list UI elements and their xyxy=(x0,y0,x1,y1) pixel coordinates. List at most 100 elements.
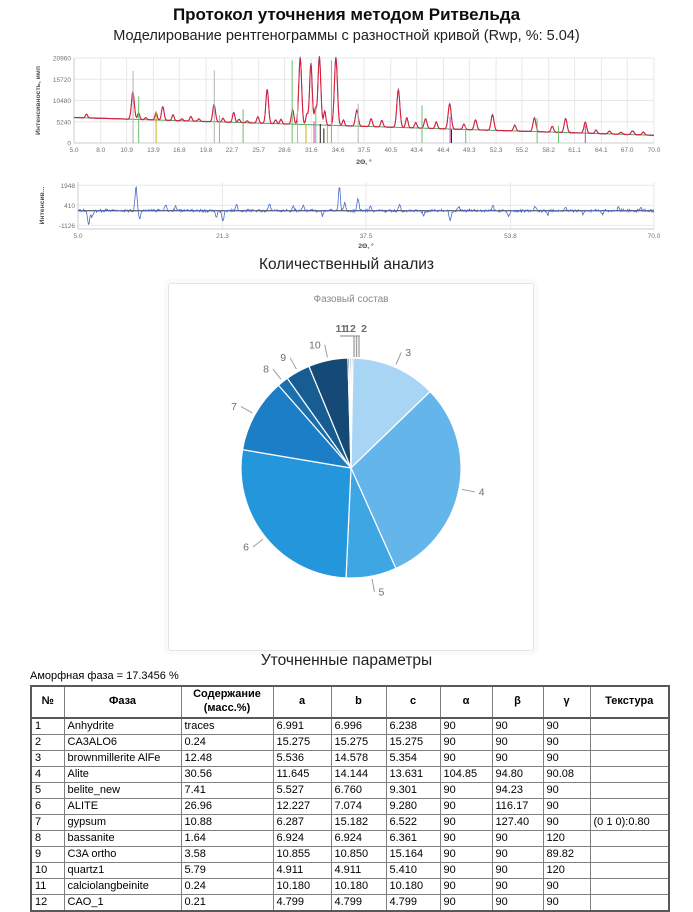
table-cell: 30.56 xyxy=(181,766,273,782)
table-cell: 15.182 xyxy=(331,814,386,830)
table-cell: 90 xyxy=(440,798,492,814)
table-cell: brownmillerite AlFe xyxy=(64,750,181,766)
x-tick: 13.9 xyxy=(147,147,160,154)
table-cell: 89.82 xyxy=(543,846,590,862)
table-cell: 15.275 xyxy=(386,734,440,750)
x-tick: 10.9 xyxy=(120,147,133,154)
table-cell: 90.08 xyxy=(543,766,590,782)
table-cell: calciolangbeinite xyxy=(64,878,181,894)
table-cell: 120 xyxy=(543,830,590,846)
pie-label-4: 4 xyxy=(479,486,485,498)
column-header-3: a xyxy=(273,686,331,718)
x-tick: 70.0 xyxy=(648,147,661,154)
x-tick: 8.0 xyxy=(96,147,105,154)
table-cell: 90 xyxy=(492,862,543,878)
table-cell: 90 xyxy=(492,734,543,750)
table-cell: 10.850 xyxy=(331,846,386,862)
table-cell: CAO_1 xyxy=(64,894,181,911)
x-tick: 37.5 xyxy=(360,233,373,240)
table-cell: 14.578 xyxy=(331,750,386,766)
table-cell: 12.48 xyxy=(181,750,273,766)
table-cell: 5.410 xyxy=(386,862,440,878)
table-cell: 120 xyxy=(543,862,590,878)
y-tick: 20960 xyxy=(53,56,71,63)
x-tick: 58.2 xyxy=(542,147,555,154)
x-tick: 64.1 xyxy=(595,147,608,154)
table-cell: 90 xyxy=(440,782,492,798)
table-cell: 0.21 xyxy=(181,894,273,911)
table-cell: 90 xyxy=(440,894,492,911)
x-tick: 31.6 xyxy=(305,147,318,154)
table-cell: ALITE xyxy=(64,798,181,814)
table-cell: 9.301 xyxy=(386,782,440,798)
y-tick: 10480 xyxy=(53,98,71,105)
table-cell: 90 xyxy=(440,862,492,878)
table-cell: 90 xyxy=(492,894,543,911)
column-header-0: № xyxy=(31,686,64,718)
x-tick: 16.8 xyxy=(173,147,186,154)
column-header-4: b xyxy=(331,686,386,718)
table-cell: 4 xyxy=(31,766,64,782)
table-cell: 3.58 xyxy=(181,846,273,862)
table-cell: 12.227 xyxy=(273,798,331,814)
table-cell: 90 xyxy=(543,718,590,735)
table-cell: 2 xyxy=(31,734,64,750)
y-axis-label: Интенсив... xyxy=(39,186,46,224)
pie-label-12: 12 xyxy=(344,323,356,335)
table-cell: 90 xyxy=(440,814,492,830)
column-header-6: α xyxy=(440,686,492,718)
table-cell: 4.799 xyxy=(273,894,331,911)
table-cell: 12 xyxy=(31,894,64,911)
table-cell xyxy=(590,894,669,911)
table-cell: 90 xyxy=(543,734,590,750)
pie-label-9: 9 xyxy=(280,352,286,364)
table-cell: 94.23 xyxy=(492,782,543,798)
column-header-5: c xyxy=(386,686,440,718)
table-cell: 15.164 xyxy=(386,846,440,862)
table-cell: 11.645 xyxy=(273,766,331,782)
table-cell: 104.85 xyxy=(440,766,492,782)
x-axis-label: 2Θ, ° xyxy=(358,242,374,250)
table-cell: 10.180 xyxy=(331,878,386,894)
table-cell: 1 xyxy=(31,718,64,735)
table-cell: 5.536 xyxy=(273,750,331,766)
table-cell: 26.96 xyxy=(181,798,273,814)
pie-leader xyxy=(273,369,281,379)
column-header-2: Содержание (масс.%) xyxy=(181,686,273,718)
table-cell: 5.354 xyxy=(386,750,440,766)
x-tick: 5.0 xyxy=(69,147,78,154)
table-cell: Anhydrite xyxy=(64,718,181,735)
pie-slice-6 xyxy=(241,450,351,578)
table-cell: 127.40 xyxy=(492,814,543,830)
x-tick: 67.0 xyxy=(621,147,634,154)
table-cell: 5.527 xyxy=(273,782,331,798)
page-subtitle: Моделирование рентгенограммы с разностно… xyxy=(0,28,693,44)
x-axis-label: 2Θ, ° xyxy=(356,158,372,166)
table-cell: 6.991 xyxy=(273,718,331,735)
table-cell: 6.361 xyxy=(386,830,440,846)
table-cell: 6.996 xyxy=(331,718,386,735)
table-cell: quartz1 xyxy=(64,862,181,878)
column-header-8: γ xyxy=(543,686,590,718)
y-tick: 410 xyxy=(64,203,75,210)
table-cell: 0.24 xyxy=(181,734,273,750)
x-tick: 49.3 xyxy=(463,147,476,154)
x-tick: 43.4 xyxy=(410,147,423,154)
x-tick: 22.7 xyxy=(226,147,239,154)
table-cell: 0.24 xyxy=(181,878,273,894)
table-cell: 10.855 xyxy=(273,846,331,862)
table-cell: 4.799 xyxy=(331,894,386,911)
